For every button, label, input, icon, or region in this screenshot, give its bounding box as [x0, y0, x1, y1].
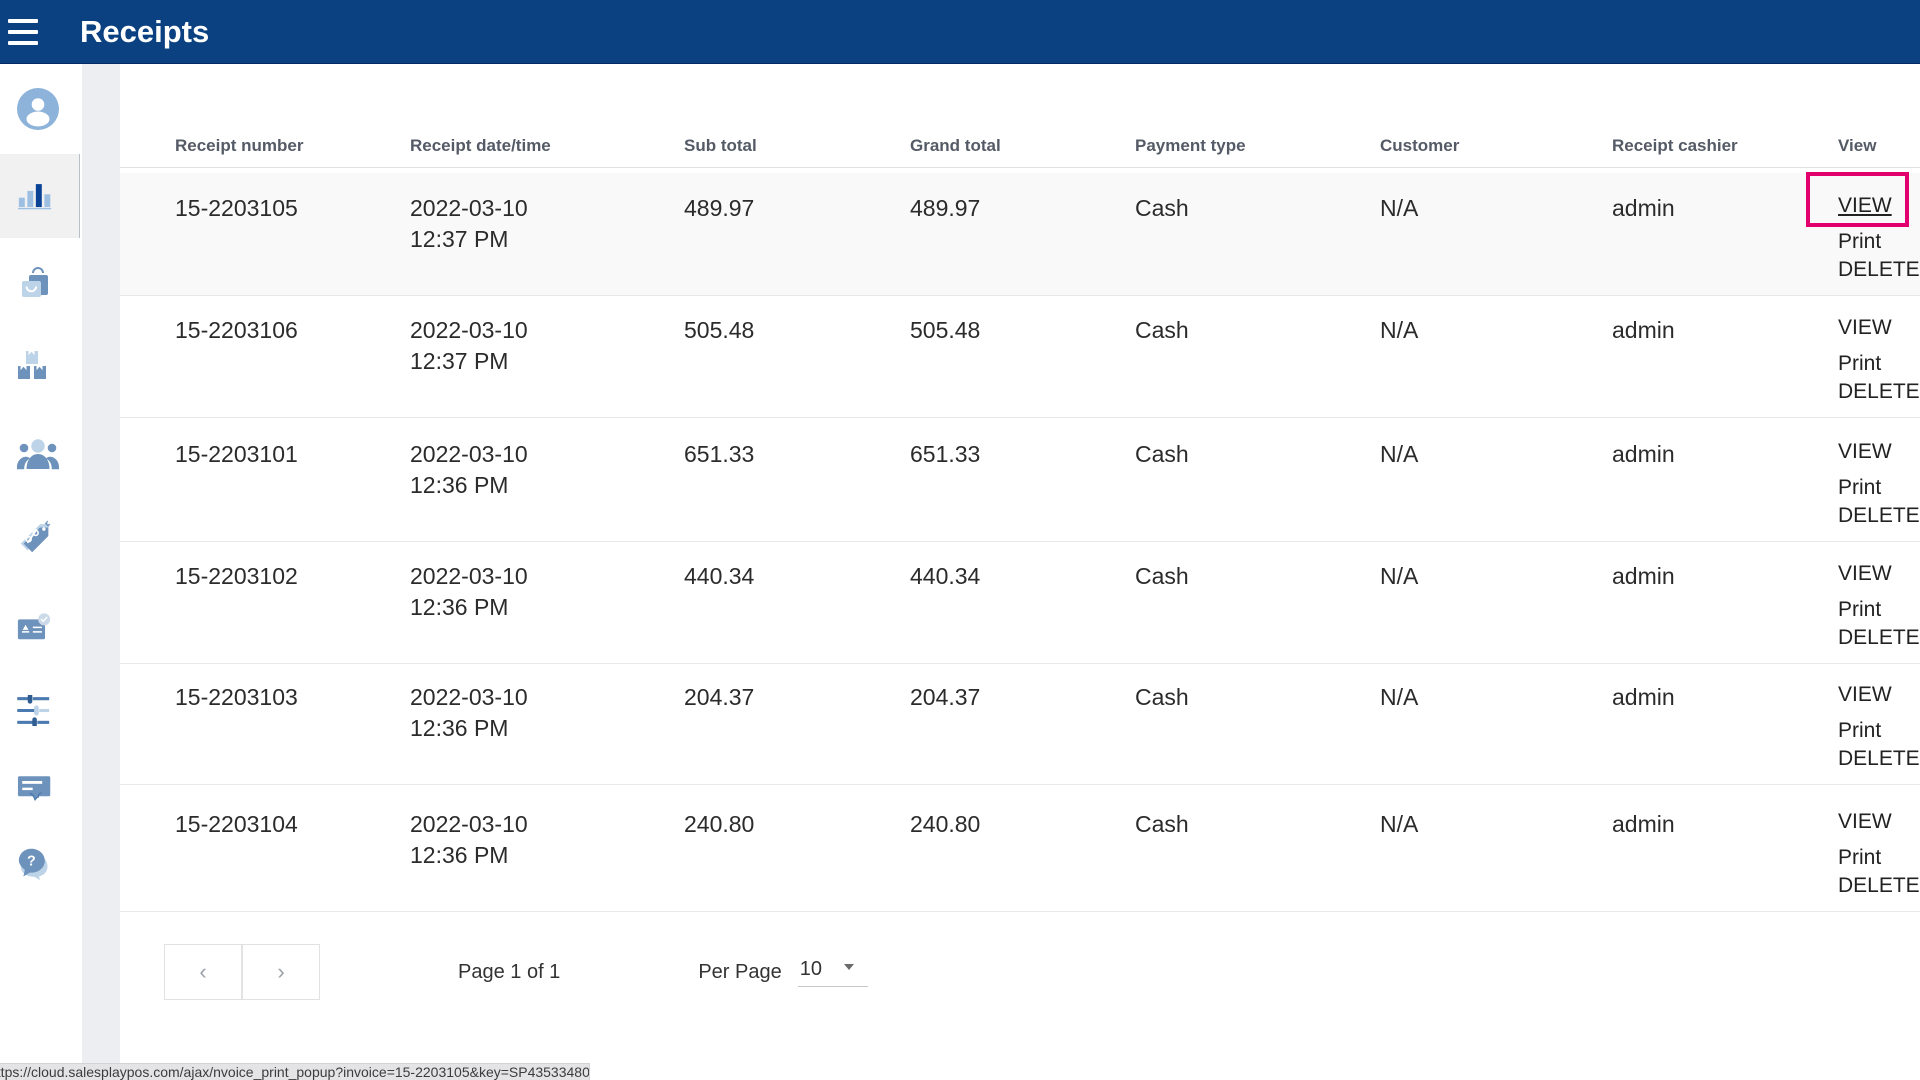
- svg-text:?: ?: [27, 853, 36, 869]
